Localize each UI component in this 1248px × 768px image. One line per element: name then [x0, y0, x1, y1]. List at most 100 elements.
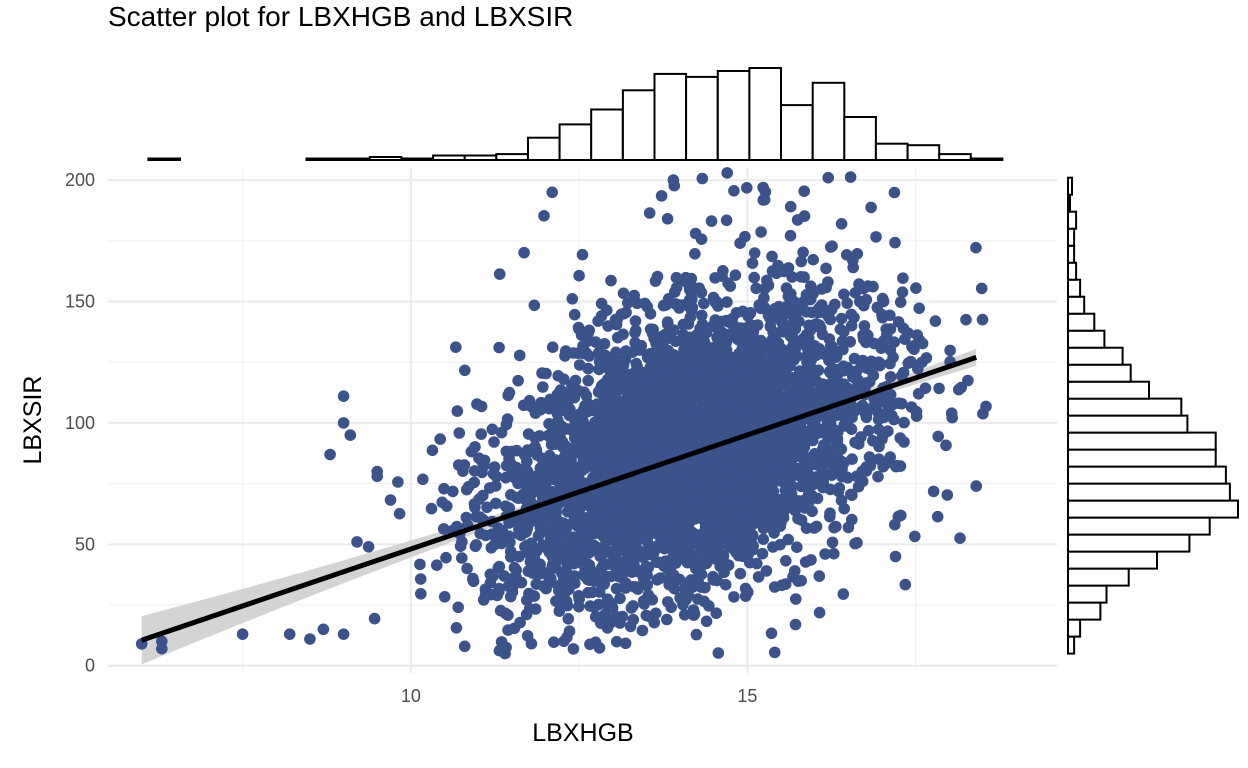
scatter-point — [488, 436, 500, 448]
y-histogram-bar — [1067, 312, 1096, 332]
scatter-point — [892, 510, 905, 523]
scatter-point — [737, 462, 750, 474]
scatter-point — [571, 534, 584, 546]
scatter-point — [768, 494, 781, 507]
scatter-point — [438, 591, 451, 603]
scatter-point — [711, 538, 723, 550]
scatter-point — [547, 510, 560, 522]
scatter-point — [484, 568, 497, 581]
y-tick-label: 200 — [65, 170, 95, 190]
x-histogram-bar — [463, 154, 498, 161]
scatter-point — [804, 293, 816, 306]
scatter-point — [470, 539, 483, 551]
scatter-point — [691, 503, 703, 516]
scatter-point — [798, 473, 810, 486]
x-tick-label: 10 — [401, 686, 421, 706]
scatter-point — [426, 444, 439, 457]
scatter-point — [495, 636, 508, 648]
scatter-point — [679, 546, 691, 558]
scatter-point — [614, 592, 626, 605]
scatter-point — [585, 517, 597, 530]
scatter-point — [529, 561, 542, 573]
scatter-point — [658, 400, 670, 412]
scatter-point — [791, 214, 804, 226]
scatter-point — [702, 388, 715, 401]
scatter-point — [604, 397, 616, 410]
scatter-point — [610, 582, 623, 595]
scatter-point — [521, 493, 534, 505]
scatter-point — [768, 444, 781, 457]
scatter-point — [688, 608, 701, 620]
scatter-point — [644, 308, 657, 320]
scatter-point — [475, 400, 488, 413]
scatter-point — [696, 402, 708, 414]
scatter-point — [384, 494, 397, 506]
scatter-point — [680, 271, 692, 284]
scatter-point — [933, 382, 945, 395]
scatter-point — [658, 513, 670, 525]
scatter-point — [657, 500, 669, 512]
scatter-point — [920, 352, 933, 364]
scatter-point — [658, 387, 671, 399]
scatter-point — [799, 556, 812, 568]
scatter-point — [784, 360, 796, 373]
scatter-point — [766, 405, 779, 418]
scatter-point — [756, 547, 769, 560]
scatter-point — [784, 454, 797, 466]
y-tick-label: 50 — [75, 534, 95, 554]
scatter-point — [344, 429, 357, 441]
scatter-point — [975, 282, 988, 295]
scatter-point — [807, 253, 819, 266]
x-histogram-bar — [558, 123, 593, 161]
scatter-point — [337, 390, 350, 403]
scatter-point — [710, 399, 723, 412]
scatter-point — [784, 200, 797, 213]
scatter-point — [703, 600, 715, 612]
scatter-point — [845, 308, 858, 321]
scatter-point — [734, 567, 747, 580]
scatter-point — [929, 315, 942, 327]
y-histogram-bar — [1067, 295, 1086, 315]
scatter-point — [623, 476, 635, 488]
scatter-point — [838, 502, 850, 515]
scatter-point — [453, 427, 466, 439]
scatter-point — [764, 320, 777, 333]
scatter-point — [637, 367, 650, 380]
scatter-point — [698, 297, 710, 310]
scatter-point — [461, 562, 473, 575]
scatter-point — [747, 375, 759, 387]
y-histogram-bar — [1067, 244, 1076, 264]
scatter-point — [941, 489, 954, 501]
scatter-point — [641, 579, 653, 591]
scatter-point — [670, 271, 683, 284]
scatter-point — [641, 432, 653, 444]
scatter-point — [685, 532, 698, 545]
scatter-point — [748, 340, 760, 352]
scatter-point — [667, 174, 680, 186]
scatter-point — [505, 551, 517, 563]
scatter-point — [746, 544, 759, 556]
scatter-point — [746, 257, 759, 270]
scatter-point — [816, 328, 829, 341]
scatter-point — [653, 556, 665, 569]
scatter-point — [648, 616, 661, 629]
scatter-point — [555, 480, 567, 493]
scatter-point — [476, 466, 488, 479]
scatter-point — [362, 541, 375, 553]
scatter-point — [622, 388, 634, 401]
scatter-point — [695, 286, 708, 299]
scatter-point — [558, 373, 570, 386]
scatter-point — [304, 633, 316, 645]
scatter-point — [790, 342, 802, 354]
scatter-point — [236, 628, 249, 640]
scatter-point — [592, 598, 605, 611]
scatter-point — [742, 438, 755, 450]
x-histogram-bar — [780, 104, 814, 161]
y-histogram-bar — [1067, 329, 1106, 349]
scatter-point — [824, 340, 837, 352]
scatter-point — [438, 482, 450, 495]
scatter-point — [414, 573, 427, 585]
scatter-point — [655, 190, 668, 202]
scatter-point — [895, 369, 908, 382]
scatter-point — [552, 551, 565, 564]
